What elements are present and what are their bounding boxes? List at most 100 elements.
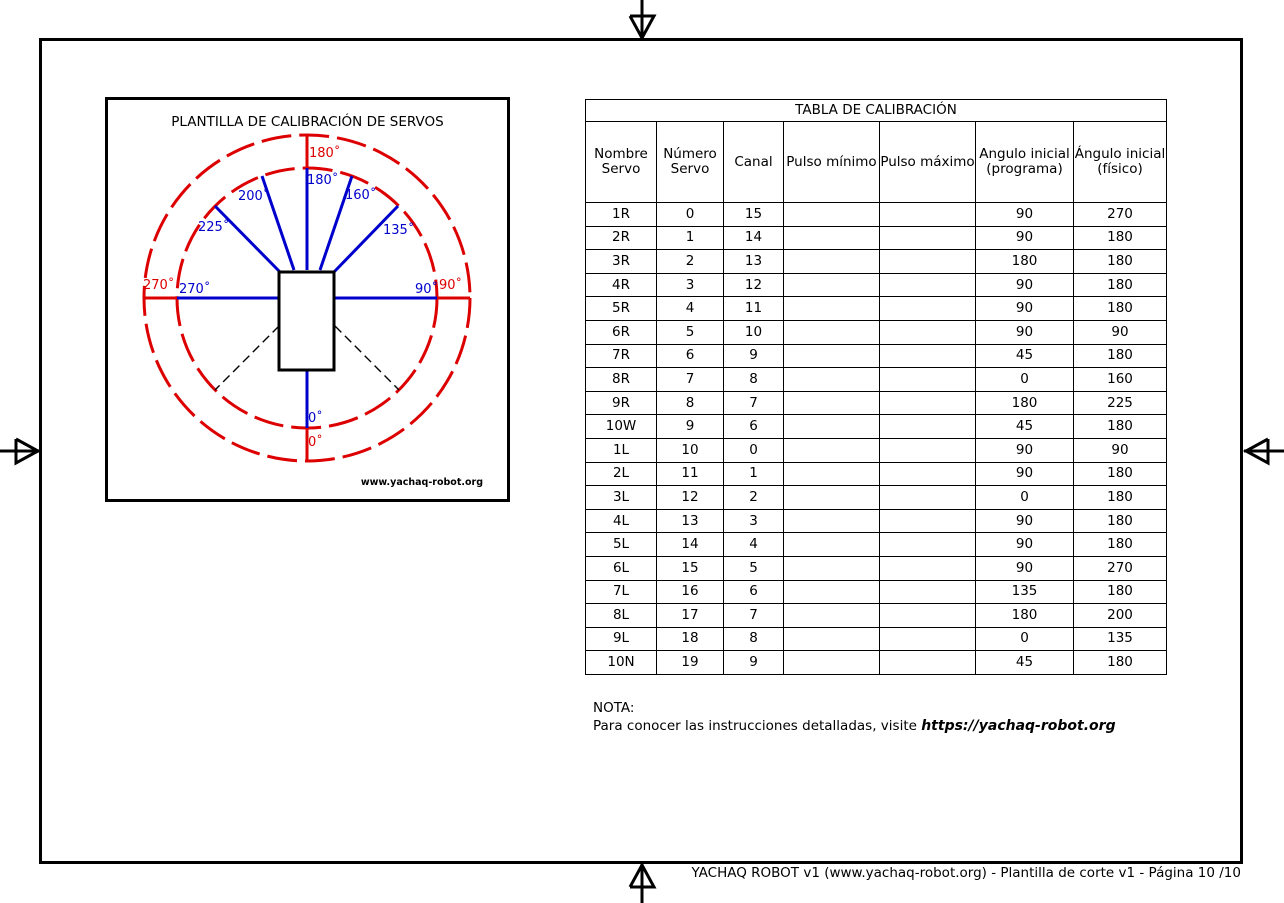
table-body: 1R 0 15 90 270 2R 1 14 90 180 3R 2 13 180 180 4R 3 12 90 18… [585,202,1167,675]
cell-canal: 7 [723,390,784,416]
cell-numero: 2 [656,249,724,274]
cell-angulo-programa: 180 [975,390,1074,416]
cell-pulso-max [879,532,976,557]
cell-numero: 6 [656,343,724,369]
cell-angulo-programa: 45 [975,343,1074,369]
cell-angulo-programa: 90 [975,532,1074,557]
cell-numero: 5 [656,319,724,345]
cell-pulso-min [783,390,880,416]
cell-numero: 9 [656,414,724,439]
table-row: 1R 0 15 90 270 [585,202,1167,227]
table-row: 10N 19 9 45 180 [585,650,1167,675]
cell-pulso-min [783,650,880,675]
table-row: 3L 12 2 0 180 [585,485,1167,510]
cell-nombre: 1L [585,437,657,463]
label-inner-90: 90˚ [415,281,438,297]
cell-numero: 19 [656,650,724,675]
cell-nombre: 5R [585,296,657,321]
cell-nombre: 3R [585,249,657,274]
calibration-dial: 180˚ 160˚ 135˚ 200˚ 225˚ 270˚ 90˚ 0˚ 180… [142,133,472,463]
cell-angulo-fisico: 270 [1073,202,1167,227]
cell-canal: 10 [723,319,784,345]
cell-pulso-min [783,579,880,605]
cell-nombre: 6R [585,319,657,345]
label-inner-270: 270˚ [179,281,210,297]
label-outer-90: 90˚ [439,277,462,293]
cell-canal: 12 [723,272,784,298]
cell-numero: 12 [656,485,724,510]
cell-canal: 1 [723,461,784,487]
cell-nombre: 1R [585,202,657,227]
cell-angulo-fisico: 180 [1073,461,1167,487]
cell-nombre: 7L [585,579,657,605]
cell-pulso-max [879,555,976,581]
registration-mark-bottom [628,861,657,903]
header-numero-servo: Número Servo [656,121,724,203]
calibration-template: 180˚ 160˚ 135˚ 200˚ 225˚ 270˚ 90˚ 0˚ 180… [105,97,510,502]
cell-numero: 18 [656,626,724,652]
cell-angulo-programa: 90 [975,319,1074,345]
cell-canal: 11 [723,296,784,321]
label-inner-180: 180˚ [307,172,338,188]
cell-pulso-min [783,367,880,392]
table-row: 7L 16 6 135 180 [585,579,1167,605]
servo-body [277,270,336,372]
cell-numero: 8 [656,390,724,416]
cell-angulo-fisico: 180 [1073,508,1167,534]
cell-numero: 15 [656,555,724,581]
cell-pulso-max [879,367,976,392]
cell-canal: 9 [723,650,784,675]
cell-pulso-min [783,225,880,251]
cell-nombre: 9R [585,390,657,416]
cell-canal: 5 [723,555,784,581]
cell-pulso-max [879,626,976,652]
cell-canal: 6 [723,414,784,439]
cell-canal: 7 [723,603,784,628]
cell-angulo-fisico: 180 [1073,272,1167,298]
table-row: 9R 8 7 180 225 [585,390,1167,416]
cell-numero: 7 [656,367,724,392]
header-pulso-maximo: Pulso máximo [879,121,976,203]
cell-angulo-programa: 180 [975,249,1074,274]
cell-pulso-max [879,202,976,227]
cell-angulo-fisico: 135 [1073,626,1167,652]
note-link[interactable]: https://yachaq-robot.org [921,718,1116,734]
cell-numero: 10 [656,437,724,463]
cell-nombre: 8L [585,603,657,628]
table-row: 3R 2 13 180 180 [585,249,1167,274]
cell-angulo-programa: 90 [975,225,1074,251]
header-nombre-servo: Nombre Servo [585,121,657,203]
label-inner-225: 225˚ [198,219,229,235]
cell-nombre: 9L [585,626,657,652]
label-outer-270: 270˚ [143,277,174,293]
registration-mark-right [1242,437,1284,466]
template-url: www.yachaq-robot.org [360,477,483,488]
cell-angulo-programa: 90 [975,296,1074,321]
cell-angulo-fisico: 180 [1073,343,1167,369]
cell-angulo-fisico: 90 [1073,319,1167,345]
note-heading: NOTA: [593,700,635,716]
table-row: 6L 15 5 90 270 [585,555,1167,581]
cell-pulso-max [879,343,976,369]
cell-nombre: 10N [585,650,657,675]
cell-numero: 1 [656,225,724,251]
cell-canal: 13 [723,249,784,274]
ray-135 [332,204,400,274]
table-row: 4L 13 3 90 180 [585,508,1167,534]
cell-nombre: 10W [585,414,657,439]
cell-angulo-fisico: 180 [1073,579,1167,605]
cell-nombre: 2R [585,225,657,251]
cell-nombre: 2L [585,461,657,487]
cell-canal: 2 [723,485,784,510]
table-row: 5L 14 4 90 180 [585,532,1167,557]
cell-angulo-programa: 0 [975,485,1074,510]
cell-pulso-max [879,579,976,605]
cell-angulo-fisico: 180 [1073,414,1167,439]
cell-numero: 17 [656,603,724,628]
cell-pulso-max [879,249,976,274]
cell-angulo-fisico: 160 [1073,367,1167,392]
header-angulo-fisico: Ángulo inicial (físico) [1073,121,1167,203]
cell-nombre: 4R [585,272,657,298]
cell-pulso-min [783,202,880,227]
table-row: 8R 7 8 0 160 [585,367,1167,392]
